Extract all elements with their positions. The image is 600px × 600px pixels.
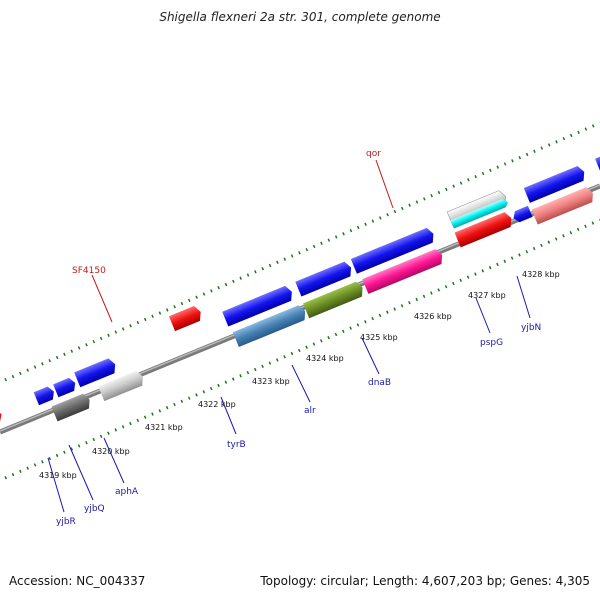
gene-feature xyxy=(51,393,90,422)
scale-label: 4319 kbp xyxy=(39,471,77,480)
gene-feature xyxy=(595,144,600,174)
scale-label: 4323 kbp xyxy=(252,377,290,386)
scale-label: 4324 kbp xyxy=(306,354,344,363)
gene-feature xyxy=(523,166,585,203)
gene-label: yjbN xyxy=(521,323,541,333)
outer-tick-row xyxy=(4,121,600,382)
gene-feature xyxy=(222,285,292,327)
gene-label: qor xyxy=(366,149,381,159)
gene-feature xyxy=(53,377,76,398)
gene-label: yjbQ xyxy=(84,504,105,514)
scale-label: 4322 kbp xyxy=(198,400,236,409)
accession-text: Accession: NC_004337 xyxy=(9,574,146,588)
gene-feature xyxy=(33,386,54,406)
scale-label: 4327 kbp xyxy=(468,291,506,300)
genome-stats-text: Topology: circular; Length: 4,607,203 bp… xyxy=(260,574,590,588)
gene-label: tyrB xyxy=(227,440,246,450)
gene-feature xyxy=(513,205,533,223)
map-title: Shigella flexneri 2a str. 301, complete … xyxy=(159,10,441,24)
scale-label: 4321 kbp xyxy=(145,423,183,432)
gene-feature xyxy=(168,306,201,332)
gene-feature xyxy=(362,249,443,294)
scale-label: 4328 kbp xyxy=(522,270,560,279)
gene-feature xyxy=(531,187,593,225)
gene-label: SF4150 xyxy=(72,266,106,276)
gene-label: aphA xyxy=(115,487,139,497)
gene-feature xyxy=(350,227,434,274)
gene-feature xyxy=(295,261,352,297)
gene-feature xyxy=(303,281,363,319)
gene-label: alr xyxy=(304,406,316,416)
leader-lines xyxy=(47,159,531,513)
gene-feature xyxy=(450,198,508,229)
gene-feature xyxy=(98,370,143,402)
gene-features xyxy=(0,144,600,427)
gene-labels: yjbR yjbQ aphA tyrB alr dnaB pspG yjbN S… xyxy=(56,149,541,527)
gene-feature xyxy=(74,358,116,388)
inner-tick-row xyxy=(4,218,600,480)
gene-label: dnaB xyxy=(368,378,391,388)
gene-feature xyxy=(454,212,512,248)
scale-label: 4326 kbp xyxy=(414,312,452,321)
gene-feature xyxy=(0,410,2,427)
gene-label: yjbR xyxy=(56,517,76,527)
gene-label: pspG xyxy=(480,338,503,348)
scale-labels: 4319 kbp 4320 kbp 4321 kbp 4322 kbp 4323… xyxy=(39,270,560,480)
scale-label: 4325 kbp xyxy=(360,333,398,342)
gene-feature xyxy=(232,305,306,348)
scale-label: 4320 kbp xyxy=(92,447,130,456)
